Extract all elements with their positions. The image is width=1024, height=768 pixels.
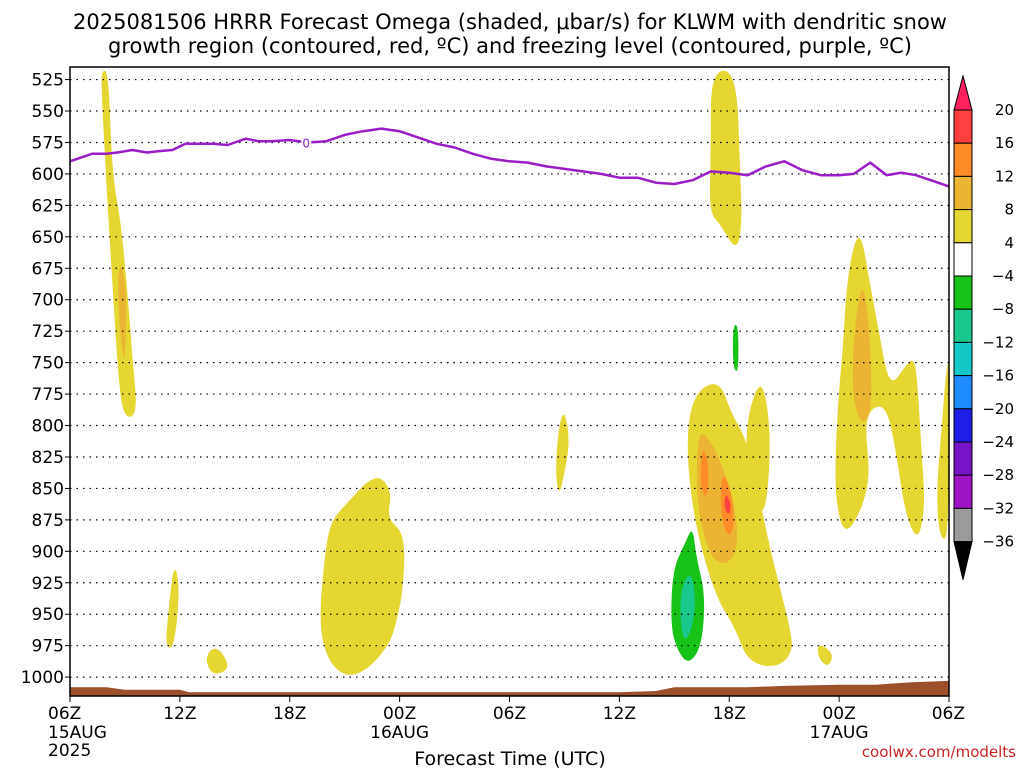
omega-colorbar: 20 16 12 8 4 −4 −8 −12 −16 −20 −24 −28 −32 −36 <box>953 74 1014 580</box>
colorbar-segment-11 <box>953 441 973 476</box>
colorbar-label-12: −32 <box>982 499 1014 517</box>
y-tick-label-1000: 1000 <box>21 668 64 688</box>
y-tick-label-600: 600 <box>32 165 64 185</box>
omega-shading-layer <box>101 70 949 675</box>
colorbar-label-0: 20 <box>995 101 1014 119</box>
credit-text: coolwx.com/modelts <box>862 743 1016 761</box>
pressure-axis: 525 550 575 600 625 650 675 700 725 750 775 800 825 8… <box>21 71 70 688</box>
colorbar-segment-12 <box>953 474 973 509</box>
x-tick-label-4: 06Z <box>493 704 526 724</box>
y-tick-label-800: 800 <box>32 417 64 437</box>
y-tick-label-550: 550 <box>32 102 64 122</box>
colorbar-label-4: 4 <box>1004 234 1014 252</box>
colorbar-label-1: 16 <box>995 134 1014 152</box>
colorbar-segment-5 <box>953 242 973 277</box>
colorbar-label-11: −28 <box>982 466 1014 484</box>
surface-band <box>70 680 949 696</box>
omega-region-1 <box>118 266 127 357</box>
x-tick-date-7: 17AUG <box>810 723 869 743</box>
gridlines <box>70 78 949 678</box>
x-tick-year-0: 2025 <box>48 741 91 761</box>
y-tick-label-725: 725 <box>32 322 64 342</box>
freezing-level-label: 0 <box>302 136 310 150</box>
omega-region-5 <box>166 569 179 648</box>
y-tick-label-525: 525 <box>32 71 64 91</box>
colorbar-label-3: 8 <box>1004 201 1014 219</box>
colorbar-label-10: −24 <box>982 433 1014 451</box>
y-tick-label-575: 575 <box>32 133 64 153</box>
y-tick-label-750: 750 <box>32 354 64 374</box>
omega-region-16 <box>835 237 924 535</box>
colorbar-bottom-arrow <box>953 541 973 580</box>
colorbar-segment-10 <box>953 408 973 443</box>
colorbar-segment-6 <box>953 275 973 310</box>
omega-region-19 <box>817 645 832 665</box>
omega-region-9 <box>700 450 709 496</box>
x-tick-label-1: 12Z <box>163 704 196 724</box>
colorbar-segment-1 <box>953 109 973 144</box>
x-axis-label: Forecast Time (UTC) <box>414 748 605 768</box>
freezing-level-label-bg <box>301 134 312 149</box>
x-tick-label-5: 12Z <box>603 704 636 724</box>
colorbar-label-7: −12 <box>982 333 1014 351</box>
x-tick-label-3: 00Z <box>383 704 416 724</box>
omega-region-15 <box>680 575 695 639</box>
colorbar-label-13: −36 <box>982 533 1014 551</box>
y-tick-label-825: 825 <box>32 448 64 468</box>
chart-title-line2: growth region (contoured, red, ºC) and f… <box>108 34 912 58</box>
colorbar-label-2: 12 <box>995 167 1014 185</box>
colorbar-label-8: −16 <box>982 367 1014 385</box>
colorbar-top-arrow <box>953 74 973 111</box>
omega-region-17 <box>852 290 872 422</box>
y-tick-label-625: 625 <box>32 196 64 216</box>
omega-region-18 <box>937 364 949 539</box>
omega-region-13 <box>732 324 739 372</box>
colorbar-segment-2 <box>953 142 973 177</box>
colorbar-segment-9 <box>953 375 973 410</box>
colorbar-segment-8 <box>953 341 973 377</box>
colorbar-segment-4 <box>953 209 973 244</box>
x-tick-label-2: 18Z <box>273 704 306 724</box>
colorbar-segment-13 <box>953 507 973 543</box>
colorbar-label-9: −20 <box>982 400 1014 418</box>
omega-region-12 <box>746 386 770 510</box>
omega-region-2 <box>709 70 742 245</box>
chart-title-line1: 2025081506 HRRR Forecast Omega (shaded, … <box>73 10 947 34</box>
x-tick-date-0: 15AUG <box>48 723 107 743</box>
freezing-level-contour: 0 <box>70 127 949 188</box>
y-tick-label-850: 850 <box>32 479 64 499</box>
y-tick-label-700: 700 <box>32 291 64 311</box>
colorbar-label-5: −4 <box>992 267 1014 285</box>
y-tick-label-925: 925 <box>32 574 64 594</box>
y-tick-label-875: 875 <box>32 511 64 531</box>
omega-region-0 <box>101 70 136 417</box>
y-tick-label-650: 650 <box>32 228 64 248</box>
x-tick-label-8: 06Z <box>932 704 965 724</box>
y-tick-label-975: 975 <box>32 637 64 657</box>
omega-region-6 <box>206 648 228 674</box>
omega-region-4 <box>556 414 569 491</box>
colorbar-segment-3 <box>953 175 973 211</box>
omega-region-3 <box>320 478 405 675</box>
x-tick-label-6: 18Z <box>713 704 746 724</box>
y-tick-label-675: 675 <box>32 259 64 279</box>
colorbar-label-6: −8 <box>992 300 1014 318</box>
x-tick-label-0: 06Z <box>48 704 81 724</box>
surface-terrain-band <box>70 680 949 696</box>
x-tick-date-3: 16AUG <box>370 723 429 743</box>
y-tick-label-900: 900 <box>32 542 64 562</box>
freezing-level-line <box>70 127 949 188</box>
omega-region-11 <box>724 495 731 514</box>
y-tick-label-775: 775 <box>32 385 64 405</box>
y-tick-label-950: 950 <box>32 605 64 625</box>
x-tick-label-7: 00Z <box>822 704 855 724</box>
colorbar-segment-7 <box>953 308 973 343</box>
